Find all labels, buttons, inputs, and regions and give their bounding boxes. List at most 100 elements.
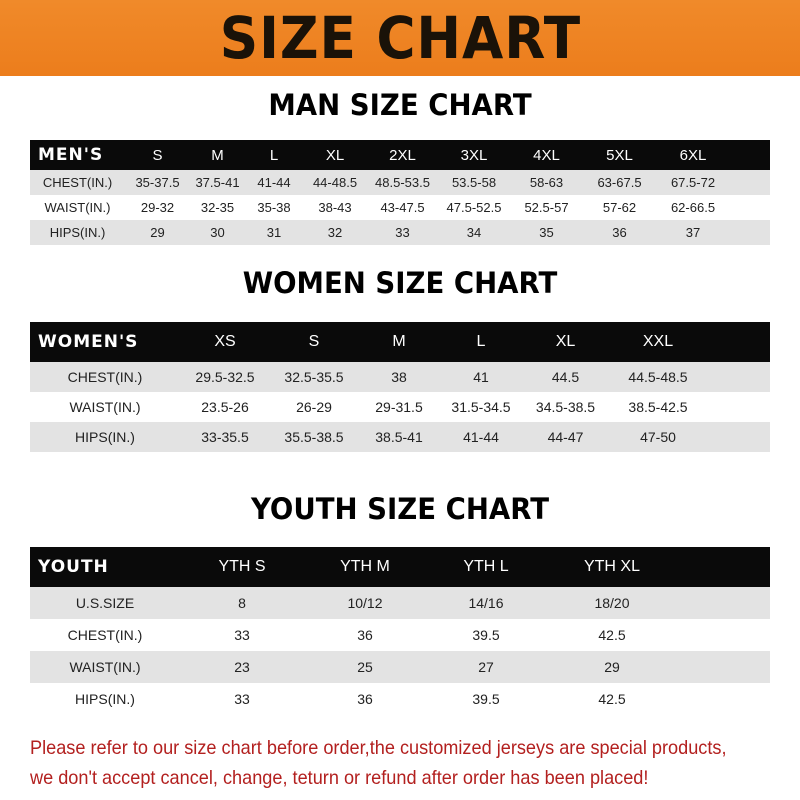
women-size-table: WOMEN'S XS S M L XL XXL CHEST(IN.) 29.5-32.5 32.5…	[30, 322, 770, 452]
size-value: 35-38	[257, 200, 291, 215]
size-value: 33	[395, 225, 410, 240]
size-value: 52.5-57	[524, 200, 569, 215]
size-value: 34	[466, 225, 482, 240]
size-value: 37	[685, 225, 701, 240]
size-value: 39.5	[472, 627, 500, 643]
size-header: M	[211, 146, 224, 164]
size-value: 62-66.5	[670, 200, 716, 215]
size-value: 29	[150, 225, 165, 240]
notice-line-1: Please refer to our size chart before or…	[30, 737, 727, 759]
size-value: 44-47	[547, 429, 584, 445]
size-value: 41-44	[463, 429, 499, 445]
size-value: 38.5-41	[375, 429, 423, 445]
women-chart-title: WOMEN SIZE CHART	[242, 266, 558, 300]
youth-size-table: YOUTH YTH S YTH M YTH L YTH XL U.S.SIZE 8 10/12…	[30, 547, 770, 715]
size-value: 44.5-48.5	[628, 369, 688, 385]
size-value: 67.5-72	[670, 175, 716, 190]
size-value: 34.5-38.5	[535, 399, 596, 415]
table-row: WAIST(IN.) 23 25 27 29	[30, 651, 770, 683]
size-value: 63-67.5	[597, 175, 642, 190]
size-value: 38	[391, 369, 407, 385]
size-value: 23	[234, 659, 250, 675]
size-value: 29-31.5	[375, 399, 423, 415]
size-value: 14/16	[468, 595, 504, 611]
size-value: 42.5	[598, 627, 626, 643]
size-value: 32	[327, 225, 343, 240]
size-value: 31.5-34.5	[451, 399, 511, 415]
size-value: 37.5-41	[195, 175, 240, 190]
size-header: YTH L	[463, 558, 509, 575]
size-header: S	[308, 333, 320, 350]
table-row: HIPS(IN.) 33-35.5 35.5-38.5 38.5-41 41-44 44-…	[30, 422, 770, 452]
size-value: 36	[357, 691, 373, 707]
size-header: 2XL	[389, 146, 416, 164]
size-value: 32.5-35.5	[284, 369, 344, 385]
table-header-row: YOUTH YTH S YTH M YTH L YTH XL	[30, 547, 770, 587]
size-header: L	[476, 333, 486, 350]
size-value: 36	[612, 225, 627, 240]
men-chart-title: MAN SIZE CHART	[268, 88, 532, 122]
size-value: 30	[210, 225, 225, 240]
row-label: WAIST(IN.)	[44, 200, 111, 215]
table-header-row: MEN'S S M L XL 2XL 3XL 4XL 5XL 6XL	[30, 140, 770, 170]
size-header: 3XL	[460, 146, 488, 164]
size-chart-banner: SIZE CHART	[0, 0, 800, 76]
size-header: YTH S	[218, 558, 266, 575]
size-header: XL	[555, 333, 576, 350]
size-value: 29-32	[140, 200, 175, 215]
size-value: 33-35.5	[201, 429, 249, 445]
size-value: 8	[238, 595, 246, 611]
table-row: WAIST(IN.) 29-32 32-35 35-38 38-43 43-47.5 47.…	[30, 195, 770, 220]
size-value: 18/20	[594, 595, 630, 611]
row-label: HIPS(IN.)	[75, 429, 135, 445]
table-row: CHEST(IN.) 33 36 39.5 42.5	[30, 619, 770, 651]
youth-chart-title: YOUTH SIZE CHART	[250, 492, 550, 526]
table-row: CHEST(IN.) 35-37.5 37.5-41 41-44 44-48.5 48.5…	[30, 170, 770, 195]
order-notice: Please refer to our size chart before or…	[30, 733, 737, 793]
table-row: CHEST(IN.) 29.5-32.5 32.5-35.5 38 41 44.5 44.5…	[30, 362, 770, 392]
size-value: 35.5-38.5	[284, 429, 344, 445]
size-value: 33	[234, 691, 250, 707]
size-value: 33	[234, 627, 250, 643]
size-header: S	[152, 146, 163, 164]
size-value: 35	[539, 225, 554, 240]
table-row: HIPS(IN.) 33 36 39.5 42.5	[30, 683, 770, 715]
size-value: 48.5-53.5	[375, 175, 430, 190]
row-label: WAIST(IN.)	[69, 399, 141, 415]
size-value: 42.5	[598, 691, 626, 707]
table-row: U.S.SIZE 8 10/12 14/16 18/20	[30, 587, 770, 619]
table-row: HIPS(IN.) 29 30 31 32 33 34 35 36 37	[30, 220, 770, 245]
size-header: YTH M	[340, 558, 390, 575]
size-value: 32-35	[200, 200, 235, 215]
row-label: CHEST(IN.)	[42, 175, 113, 190]
size-header: L	[269, 146, 279, 164]
row-label: U.S.SIZE	[75, 595, 135, 611]
men-size-table: MEN'S S M L XL 2XL 3XL 4XL 5XL 6XL CHEST(IN.) 35-37…	[30, 140, 770, 245]
row-label: WAIST(IN.)	[69, 659, 141, 675]
size-value: 58-63	[529, 175, 564, 190]
size-value: 41	[473, 369, 489, 385]
size-value: 25	[357, 659, 373, 675]
banner-title: SIZE CHART	[219, 4, 581, 72]
size-value: 36	[357, 627, 373, 643]
size-header: 4XL	[533, 146, 560, 164]
size-value: 23.5-26	[201, 399, 249, 415]
size-value: 29.5-32.5	[195, 369, 255, 385]
size-value: 53.5-58	[451, 175, 497, 190]
notice-line-2: we don't accept cancel, change, teturn o…	[30, 767, 649, 789]
size-header: YTH XL	[583, 558, 640, 575]
row-label: CHEST(IN.)	[67, 627, 143, 643]
size-value: 47.5-52.5	[446, 200, 502, 215]
row-label: HIPS(IN.)	[49, 225, 106, 240]
size-value: 27	[478, 659, 494, 675]
table-corner-label: WOMEN'S	[38, 332, 139, 352]
size-value: 57-62	[602, 200, 637, 215]
size-value: 10/12	[347, 595, 383, 611]
size-value: 26-29	[296, 399, 332, 415]
table-corner-label: MEN'S	[38, 145, 104, 165]
size-value: 38-43	[318, 200, 352, 215]
size-value: 41-44	[257, 175, 291, 190]
size-value: 44-48.5	[312, 175, 358, 190]
table-corner-label: YOUTH	[38, 557, 109, 577]
row-label: HIPS(IN.)	[75, 691, 135, 707]
